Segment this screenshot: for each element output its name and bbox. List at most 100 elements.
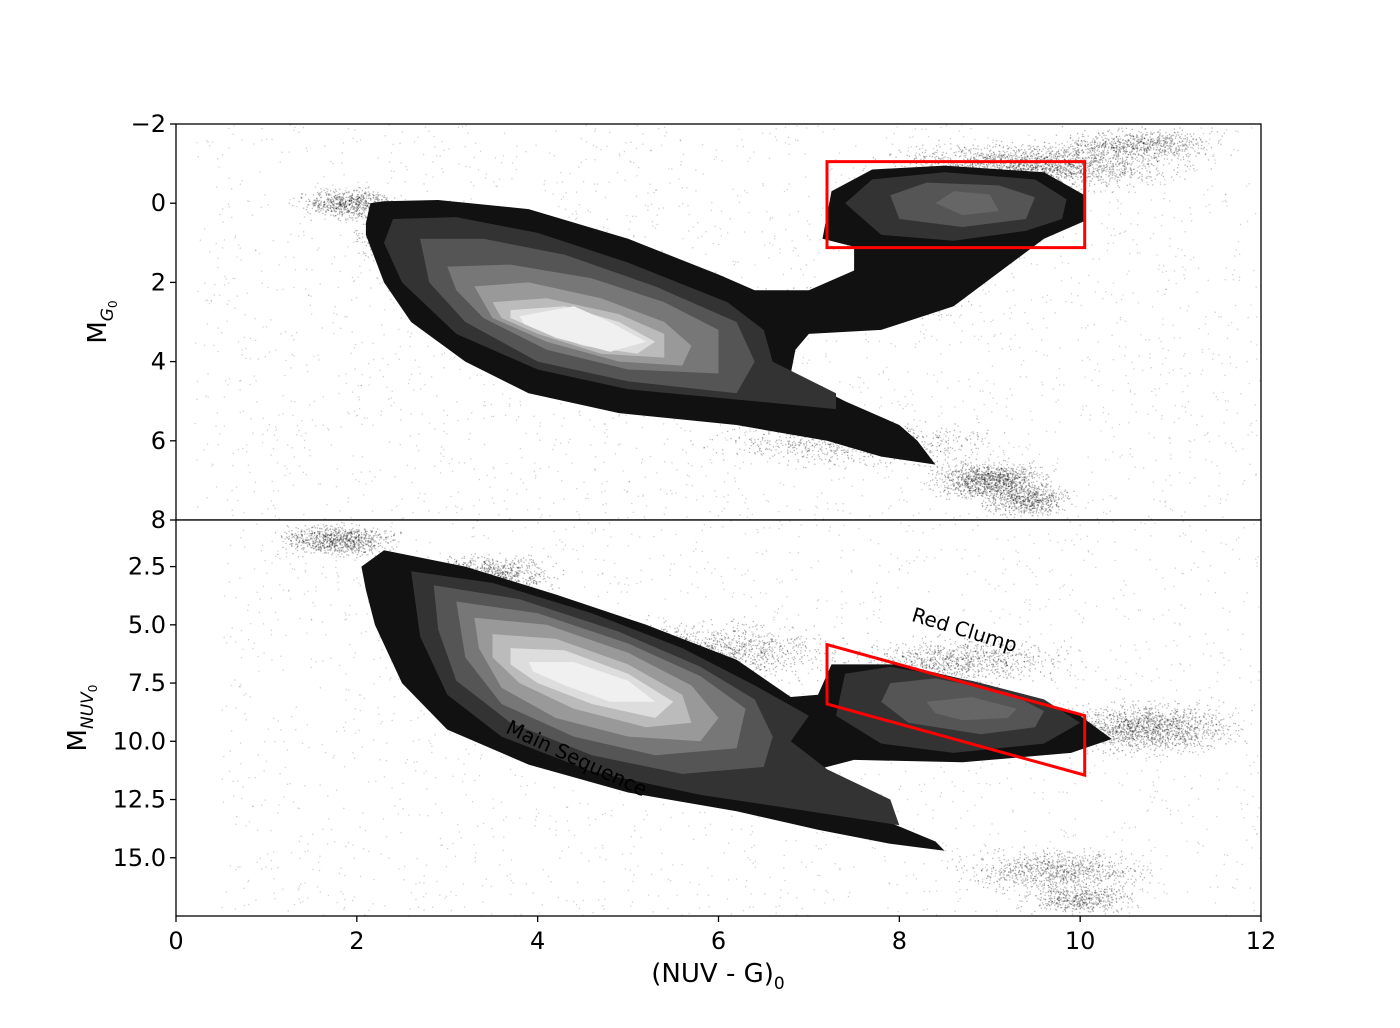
scatter-point bbox=[379, 194, 381, 196]
scatter-point bbox=[999, 168, 1001, 170]
scatter-point bbox=[352, 197, 354, 200]
scatter-point bbox=[314, 202, 316, 204]
scatter-point bbox=[1032, 168, 1034, 171]
scatter-point bbox=[357, 194, 359, 196]
scatter-point bbox=[313, 203, 315, 205]
scatter-point bbox=[334, 207, 336, 209]
scatter-point bbox=[362, 198, 364, 201]
scatter-point bbox=[993, 163, 995, 165]
scatter-point bbox=[1065, 167, 1067, 170]
scatter-point bbox=[904, 165, 906, 168]
scatter-point bbox=[1042, 164, 1044, 166]
scatter-point bbox=[1000, 159, 1002, 161]
scatter-point bbox=[1044, 157, 1046, 160]
scatter-point bbox=[1124, 150, 1127, 152]
scatter-point bbox=[1056, 167, 1058, 170]
scatter-point bbox=[358, 206, 360, 208]
scatter-point bbox=[330, 205, 332, 207]
scatter-point bbox=[1115, 164, 1117, 166]
scatter-point bbox=[1027, 155, 1029, 158]
scatter-point bbox=[1022, 152, 1024, 154]
scatter-point bbox=[1065, 176, 1067, 178]
scatter-point bbox=[992, 146, 994, 148]
scatter-point bbox=[345, 206, 347, 208]
scatter-point bbox=[980, 154, 982, 157]
scatter-point bbox=[1079, 166, 1081, 168]
scatter-point bbox=[372, 191, 375, 193]
scatter-point bbox=[347, 202, 349, 204]
scatter-point bbox=[338, 205, 340, 207]
scatter-point bbox=[906, 154, 908, 156]
scatter-point bbox=[1043, 167, 1045, 170]
scatter-point bbox=[898, 149, 900, 151]
scatter-point bbox=[1109, 168, 1111, 170]
scatter-point bbox=[961, 305, 963, 307]
scatter-point bbox=[1079, 170, 1082, 172]
scatter-point bbox=[1027, 145, 1029, 147]
scatter-point bbox=[1092, 154, 1094, 156]
scatter-point bbox=[1082, 157, 1084, 159]
scatter-point bbox=[1036, 146, 1038, 148]
scatter-point bbox=[352, 198, 355, 200]
scatter-point bbox=[1077, 150, 1079, 152]
scatter-point bbox=[340, 208, 342, 210]
scatter-point bbox=[1055, 157, 1057, 159]
scatter-point bbox=[1001, 166, 1003, 168]
scatter-point bbox=[1020, 163, 1022, 165]
scatter-point bbox=[1091, 172, 1093, 174]
scatter-point bbox=[335, 207, 337, 209]
scatter-point bbox=[1093, 143, 1096, 145]
scatter-point bbox=[360, 199, 362, 201]
scatter-point bbox=[314, 201, 316, 203]
scatter-point bbox=[346, 211, 348, 214]
scatter-point bbox=[316, 197, 318, 199]
scatter-point bbox=[1168, 163, 1170, 165]
scatter-point bbox=[1080, 176, 1082, 178]
scatter-point bbox=[1037, 150, 1039, 153]
scatter-point bbox=[356, 198, 358, 200]
scatter-point bbox=[1021, 149, 1023, 151]
scatter-point bbox=[363, 253, 365, 255]
scatter-point bbox=[1072, 183, 1074, 186]
scatter-point bbox=[1103, 157, 1105, 159]
scatter-point bbox=[1079, 157, 1081, 159]
scatter-point bbox=[1015, 167, 1017, 169]
scatter-point bbox=[364, 241, 366, 243]
scatter-point bbox=[1021, 157, 1023, 159]
scatter-point bbox=[1073, 166, 1075, 168]
scatter-point bbox=[1147, 147, 1150, 149]
scatter-point bbox=[339, 204, 341, 206]
scatter-point bbox=[351, 194, 353, 197]
scatter-point bbox=[1106, 166, 1108, 168]
scatter-point bbox=[339, 208, 342, 210]
scatter-point bbox=[1027, 155, 1029, 157]
scatter-point bbox=[1097, 177, 1099, 179]
scatter-point bbox=[320, 203, 322, 205]
scatter-point bbox=[999, 151, 1001, 153]
scatter-point bbox=[969, 164, 971, 167]
scatter-point bbox=[1137, 177, 1139, 179]
scatter-point bbox=[1130, 176, 1132, 179]
scatter-point bbox=[978, 166, 980, 168]
scatter-point bbox=[1045, 152, 1047, 155]
scatter-point bbox=[1102, 178, 1104, 181]
scatter-point bbox=[1064, 162, 1067, 165]
scatter-point bbox=[1049, 146, 1052, 148]
scatter-point bbox=[994, 158, 996, 160]
scatter-point bbox=[376, 198, 378, 200]
scatter-point bbox=[1124, 160, 1127, 162]
scatter-point bbox=[997, 156, 999, 158]
scatter-point bbox=[1147, 163, 1150, 166]
scatter-point bbox=[1141, 167, 1143, 170]
scatter-point bbox=[373, 194, 375, 197]
scatter-point bbox=[1128, 163, 1131, 165]
scatter-point bbox=[361, 189, 363, 192]
scatter-point bbox=[932, 152, 934, 155]
scatter-point bbox=[336, 213, 339, 215]
scatter-point bbox=[1023, 162, 1026, 165]
scatter-point bbox=[1015, 152, 1017, 154]
scatter-point bbox=[363, 202, 365, 205]
scatter-point bbox=[328, 194, 330, 196]
scatter-point bbox=[351, 201, 353, 203]
scatter-point bbox=[1025, 169, 1027, 171]
